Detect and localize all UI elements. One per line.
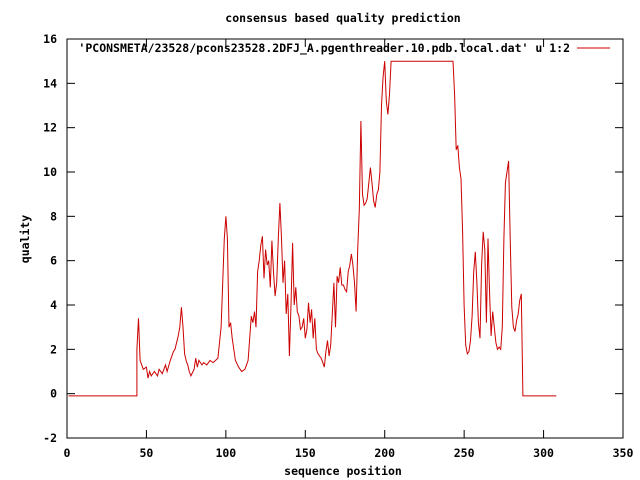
y-tick-label: 2 bbox=[50, 342, 57, 356]
y-tick-label: 12 bbox=[43, 121, 57, 135]
y-tick-label: 14 bbox=[43, 76, 57, 90]
x-tick-label: 50 bbox=[139, 446, 153, 460]
y-axis: -2 0 2 4 6 8 10 12 14 16 bbox=[43, 32, 623, 445]
x-tick-label: 300 bbox=[533, 446, 554, 460]
x-axis: 0 50 100 150 200 250 300 350 bbox=[64, 39, 634, 460]
x-tick-label: 250 bbox=[454, 446, 475, 460]
x-tick-label: 0 bbox=[64, 446, 71, 460]
chart-title: consensus based quality prediction bbox=[225, 11, 460, 25]
plot-frame bbox=[66, 38, 624, 439]
y-tick-label: -2 bbox=[43, 431, 57, 445]
x-axis-label: sequence position bbox=[284, 464, 402, 478]
y-axis-label: quality bbox=[18, 215, 32, 264]
y-tick-label: 8 bbox=[50, 209, 57, 223]
x-tick-label: 200 bbox=[374, 446, 395, 460]
y-tick-label: 4 bbox=[50, 298, 57, 312]
x-tick-label: 100 bbox=[215, 446, 236, 460]
legend: 'PCONSMETA/23528/pcons23528.2DFJ_A.pgent… bbox=[78, 41, 610, 56]
x-tick-label: 150 bbox=[295, 446, 316, 460]
series-layer bbox=[68, 60, 557, 397]
x-tick-label: 350 bbox=[613, 446, 634, 460]
legend-label: 'PCONSMETA/23528/pcons23528.2DFJ_A.pgent… bbox=[78, 41, 570, 56]
y-tick-label: 10 bbox=[43, 165, 57, 179]
series-line-0 bbox=[68, 60, 557, 397]
y-tick-label: 16 bbox=[43, 32, 57, 46]
y-tick-label: 6 bbox=[50, 254, 57, 268]
y-tick-label: 0 bbox=[50, 387, 57, 401]
